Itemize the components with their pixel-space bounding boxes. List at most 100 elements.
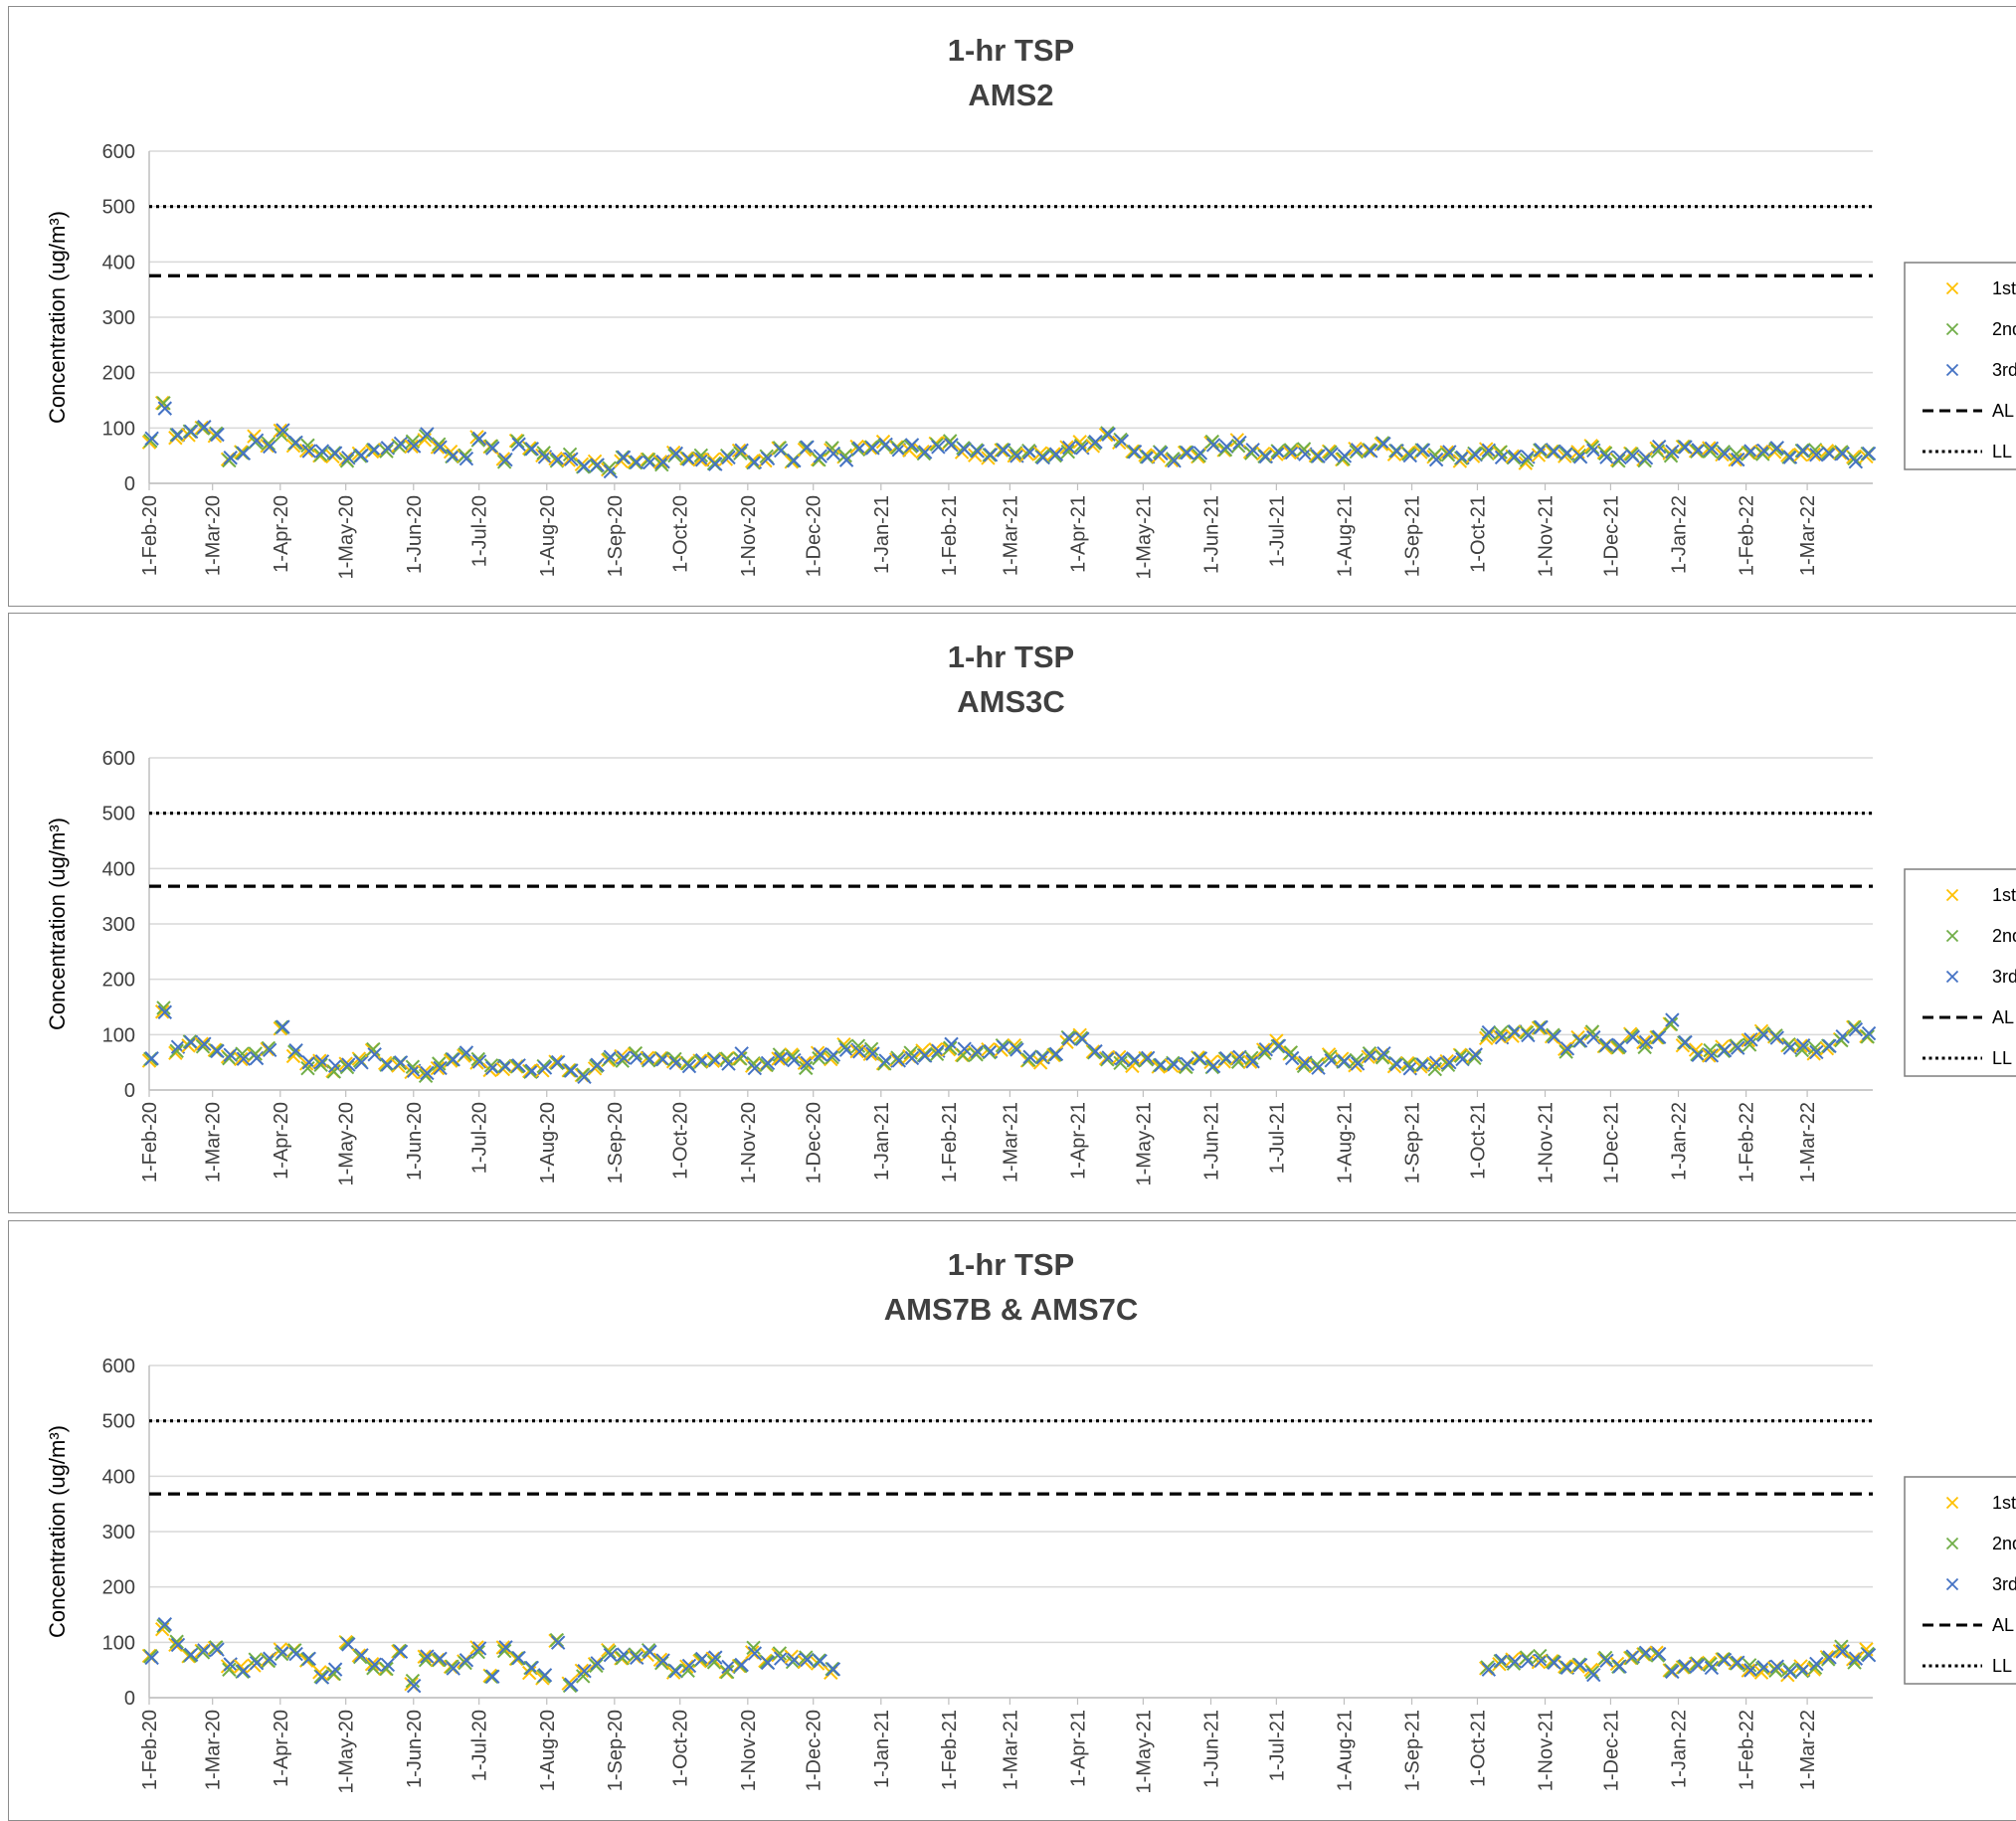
x-tick-label: 1-Dec-21 [1600, 495, 1622, 577]
legend-label: 3rd [1992, 360, 2016, 380]
legend-label: 2nd [1992, 926, 2016, 946]
data-point-3rd [355, 1056, 368, 1069]
data-point-3rd [618, 451, 631, 463]
x-tick-label: 1-Sep-21 [1402, 1102, 1424, 1184]
x-tick-label: 1-Aug-20 [537, 495, 559, 577]
x-tick-label: 1-Dec-20 [804, 1102, 825, 1184]
data-point-3rd [631, 455, 643, 468]
x-tick-label: 1-Feb-22 [1737, 495, 1758, 576]
legend-label: LL [1992, 1656, 2012, 1676]
data-point-3rd [552, 1056, 565, 1069]
x-tick-label: 1-Nov-21 [1536, 495, 1558, 577]
x-tick-label: 1-Jul-20 [469, 1710, 491, 1781]
data-point-3rd [1102, 428, 1115, 441]
legend-label: LL [1992, 442, 2012, 461]
data-point-3rd [1129, 446, 1142, 458]
y-tick-label: 200 [102, 363, 135, 385]
data-point-3rd [1574, 1034, 1587, 1047]
y-tick-label: 100 [102, 418, 135, 440]
data-point-3rd [826, 1663, 839, 1676]
x-tick-label: 1-Nov-20 [738, 1102, 760, 1184]
x-tick-label: 1-Aug-20 [537, 1710, 559, 1791]
x-tick-label: 1-Apr-20 [271, 1710, 292, 1787]
x-tick-label: 1-Sep-20 [605, 495, 627, 577]
data-point-3rd [1089, 1045, 1102, 1058]
data-point-3rd [1273, 1039, 1286, 1052]
data-point-3rd [1548, 1030, 1560, 1043]
y-tick-label: 300 [102, 1522, 135, 1544]
y-tick-label: 0 [124, 1080, 135, 1102]
legend-label: 2nd [1992, 1534, 2016, 1553]
data-point-3rd [1719, 1044, 1732, 1057]
x-tick-label: 1-Jan-22 [1669, 1102, 1691, 1181]
x-tick-label: 1-Nov-20 [738, 495, 760, 577]
y-tick-label: 400 [102, 1466, 135, 1488]
x-tick-label: 1-Apr-20 [271, 495, 292, 573]
data-point-3rd [1719, 1654, 1732, 1667]
data-point-3rd [158, 1618, 171, 1631]
y-tick-label: 100 [102, 1632, 135, 1654]
x-tick-label: 1-Apr-20 [271, 1102, 292, 1180]
chart-svg: 1-hr TSPAMS20100200300400500600Concentra… [9, 7, 2016, 605]
x-tick-label: 1-Dec-20 [804, 495, 825, 577]
x-tick-label: 1-Oct-21 [1467, 1102, 1489, 1180]
x-tick-label: 1-Oct-21 [1467, 1710, 1489, 1787]
legend-label: 3rd [1992, 967, 2016, 987]
x-tick-label: 1-May-21 [1133, 495, 1155, 579]
x-tick-label: 1-Feb-21 [939, 1102, 961, 1183]
legend-label: AL [1992, 401, 2014, 421]
x-tick-label: 1-Feb-20 [139, 1710, 161, 1790]
x-tick-label: 1-Mar-21 [1000, 1710, 1021, 1790]
x-tick-label: 1-Sep-21 [1402, 1710, 1424, 1791]
x-tick-label: 1-Sep-20 [605, 1710, 627, 1791]
y-tick-label: 0 [124, 1688, 135, 1710]
x-tick-label: 1-Oct-21 [1467, 495, 1489, 573]
x-tick-label: 1-Apr-21 [1067, 1102, 1089, 1180]
x-tick-label: 1-Apr-21 [1067, 495, 1089, 573]
data-point-3rd [1049, 448, 1062, 460]
data-point-3rd [1142, 1051, 1155, 1064]
x-tick-label: 1-May-21 [1133, 1102, 1155, 1185]
x-tick-label: 1-Nov-21 [1536, 1710, 1558, 1791]
x-tick-label: 1-Dec-20 [804, 1710, 825, 1791]
x-tick-label: 1-Jan-22 [1669, 495, 1691, 574]
x-tick-label: 1-Aug-21 [1334, 495, 1356, 577]
y-tick-label: 600 [102, 748, 135, 770]
y-tick-label: 600 [102, 1356, 135, 1377]
x-tick-label: 1-May-20 [336, 495, 358, 579]
x-tick-label: 1-Mar-22 [1797, 1710, 1819, 1790]
y-axis-label: Concentration (ug/m³) [45, 818, 70, 1030]
x-tick-label: 1-Sep-20 [605, 1102, 627, 1184]
y-tick-label: 300 [102, 914, 135, 936]
data-point-3rd [1653, 1030, 1666, 1043]
x-tick-label: 1-Jan-21 [871, 1710, 893, 1788]
data-point-3rd [185, 425, 198, 438]
chart-subtitle: AMS2 [968, 78, 1053, 112]
x-tick-label: 1-Feb-20 [139, 495, 161, 576]
x-tick-label: 1-Jun-20 [404, 495, 426, 574]
chart-title: 1-hr TSP [948, 639, 1074, 674]
data-point-3rd [1036, 452, 1049, 464]
legend-label: 1st [1992, 885, 2016, 905]
y-tick-label: 500 [102, 1411, 135, 1433]
x-tick-label: 1-Feb-21 [939, 495, 961, 576]
x-tick-label: 1-Jan-21 [871, 495, 893, 574]
x-tick-label: 1-Mar-20 [203, 1102, 225, 1183]
y-tick-label: 400 [102, 858, 135, 880]
data-point-3rd [1797, 445, 1810, 457]
data-point-3rd [289, 1044, 302, 1057]
x-tick-label: 1-Jan-22 [1669, 1710, 1691, 1788]
x-tick-label: 1-Jul-20 [469, 1102, 491, 1174]
x-tick-label: 1-Jul-21 [1266, 1102, 1288, 1174]
data-point-3rd [591, 458, 604, 471]
x-tick-label: 1-Mar-21 [1000, 1102, 1021, 1183]
chart-title: 1-hr TSP [948, 33, 1074, 68]
x-tick-label: 1-Jun-21 [1200, 1102, 1222, 1181]
x-tick-label: 1-Mar-20 [203, 1710, 225, 1790]
y-tick-label: 300 [102, 307, 135, 329]
x-tick-label: 1-Dec-21 [1600, 1710, 1622, 1791]
chart-title: 1-hr TSP [948, 1247, 1074, 1282]
